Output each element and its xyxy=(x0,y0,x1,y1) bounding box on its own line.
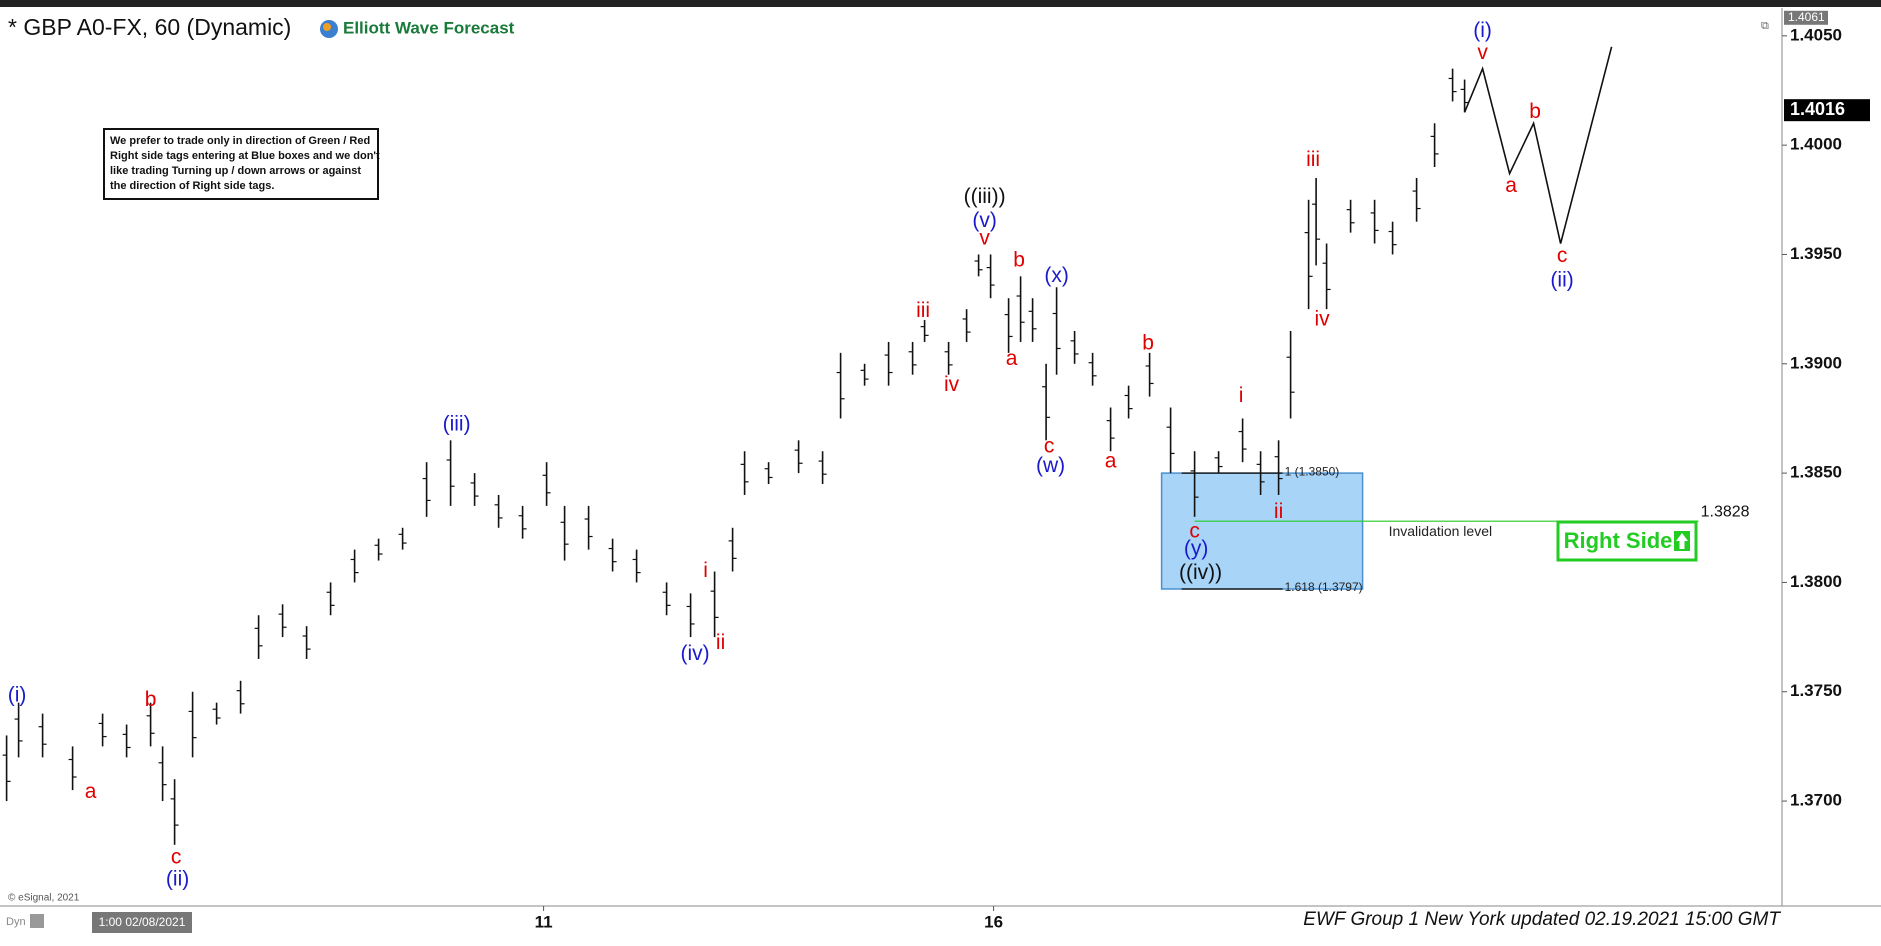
brand-name: Elliott Wave Forecast xyxy=(343,18,515,37)
y-tick-label: 1.4050 xyxy=(1790,25,1842,44)
wave-label: (y) xyxy=(1184,537,1209,560)
wave-label: i xyxy=(1239,384,1244,407)
mode-label: Dyn xyxy=(6,916,26,928)
wave-label: iii xyxy=(1306,148,1320,171)
wave-label: (iv) xyxy=(681,642,710,665)
top-price-box xyxy=(1784,10,1828,25)
wave-label: a xyxy=(85,780,97,803)
wave-label: iv xyxy=(944,373,960,396)
y-tick-label: 1.3900 xyxy=(1790,353,1842,372)
projection-path xyxy=(1463,46,1613,244)
fib-level-label: 1 (1.3850) xyxy=(1285,464,1340,478)
note-line: like trading Turning up / down arrows or… xyxy=(110,165,361,177)
wave-label: c xyxy=(1044,434,1055,457)
invalidation-price: 1.3828 xyxy=(1701,503,1750,520)
wave-label: ii xyxy=(716,631,725,654)
note-line: We prefer to trade only in direction of … xyxy=(110,135,370,147)
cursor-label: 1:00 02/08/2021 xyxy=(99,915,186,929)
wave-label: v xyxy=(979,227,990,250)
wave-label: (ii) xyxy=(1550,268,1573,291)
wave-label: ii xyxy=(1274,500,1283,523)
wave-label: b xyxy=(145,688,157,711)
note-line: Right side tags entering at Blue boxes a… xyxy=(110,150,380,162)
wave-label: c xyxy=(1557,244,1568,267)
current-price-label: 1.4016 xyxy=(1790,99,1845,119)
wave-label: c xyxy=(171,845,182,868)
current-price-box xyxy=(1784,99,1870,122)
y-tick-label: 1.3750 xyxy=(1790,681,1842,700)
wave-label: (i) xyxy=(1473,19,1492,42)
wave-label: (v) xyxy=(972,209,997,232)
wave-label: b xyxy=(1013,249,1025,272)
y-tick-label: 1.4000 xyxy=(1790,135,1842,154)
wave-label: (ii) xyxy=(166,867,189,890)
cursor-box xyxy=(92,912,192,933)
wave-label: iii xyxy=(916,299,930,322)
y-tick-label: 1.3850 xyxy=(1790,463,1842,482)
wave-label: ((iii)) xyxy=(964,185,1006,208)
copyright: © eSignal, 2021 xyxy=(8,893,80,904)
wave-label: c xyxy=(1189,520,1200,543)
right-side-box xyxy=(1556,520,1698,562)
x-tick-label: 11 xyxy=(535,912,553,931)
wave-label: (iii) xyxy=(443,413,471,436)
wave-label: (i) xyxy=(8,684,27,707)
note-line: the direction of Right side tags. xyxy=(110,180,274,192)
wave-label: v xyxy=(1477,41,1488,64)
chart-title: * GBP A0-FX, 60 (Dynamic) xyxy=(8,14,291,40)
y-tick-label: 1.3800 xyxy=(1790,572,1842,591)
brand-logo-dot xyxy=(323,23,331,31)
wave-label: a xyxy=(1006,347,1018,370)
right-side-arrow xyxy=(1676,533,1688,549)
fib-level-label: 1.618 (1.3797) xyxy=(1285,580,1363,594)
wave-label: a xyxy=(1505,174,1517,197)
x-tick-label: 16 xyxy=(984,912,1003,931)
y-tick-label: 1.3700 xyxy=(1790,791,1842,810)
wave-label: (w) xyxy=(1036,454,1065,477)
wave-label: ((iv)) xyxy=(1179,561,1222,584)
mode-icon xyxy=(30,914,44,928)
wave-label: i xyxy=(703,559,708,582)
wave-label: iv xyxy=(1315,308,1331,331)
y-tick-label: 1.3950 xyxy=(1790,244,1842,263)
window-icon: ⧉ xyxy=(1761,20,1769,32)
wave-label: b xyxy=(1142,332,1154,355)
footer: EWF Group 1 New York updated 02.19.2021 … xyxy=(1303,909,1781,930)
note-box xyxy=(103,128,379,200)
wave-label: b xyxy=(1529,100,1541,123)
wave-label: (x) xyxy=(1044,264,1069,287)
top-price-label: 1.4061 xyxy=(1788,10,1825,24)
top-border xyxy=(0,0,1881,7)
right-side-label: Right Side xyxy=(1564,528,1673,553)
wave-label: a xyxy=(1105,450,1117,473)
invalidation-text: Invalidation level xyxy=(1389,523,1493,539)
